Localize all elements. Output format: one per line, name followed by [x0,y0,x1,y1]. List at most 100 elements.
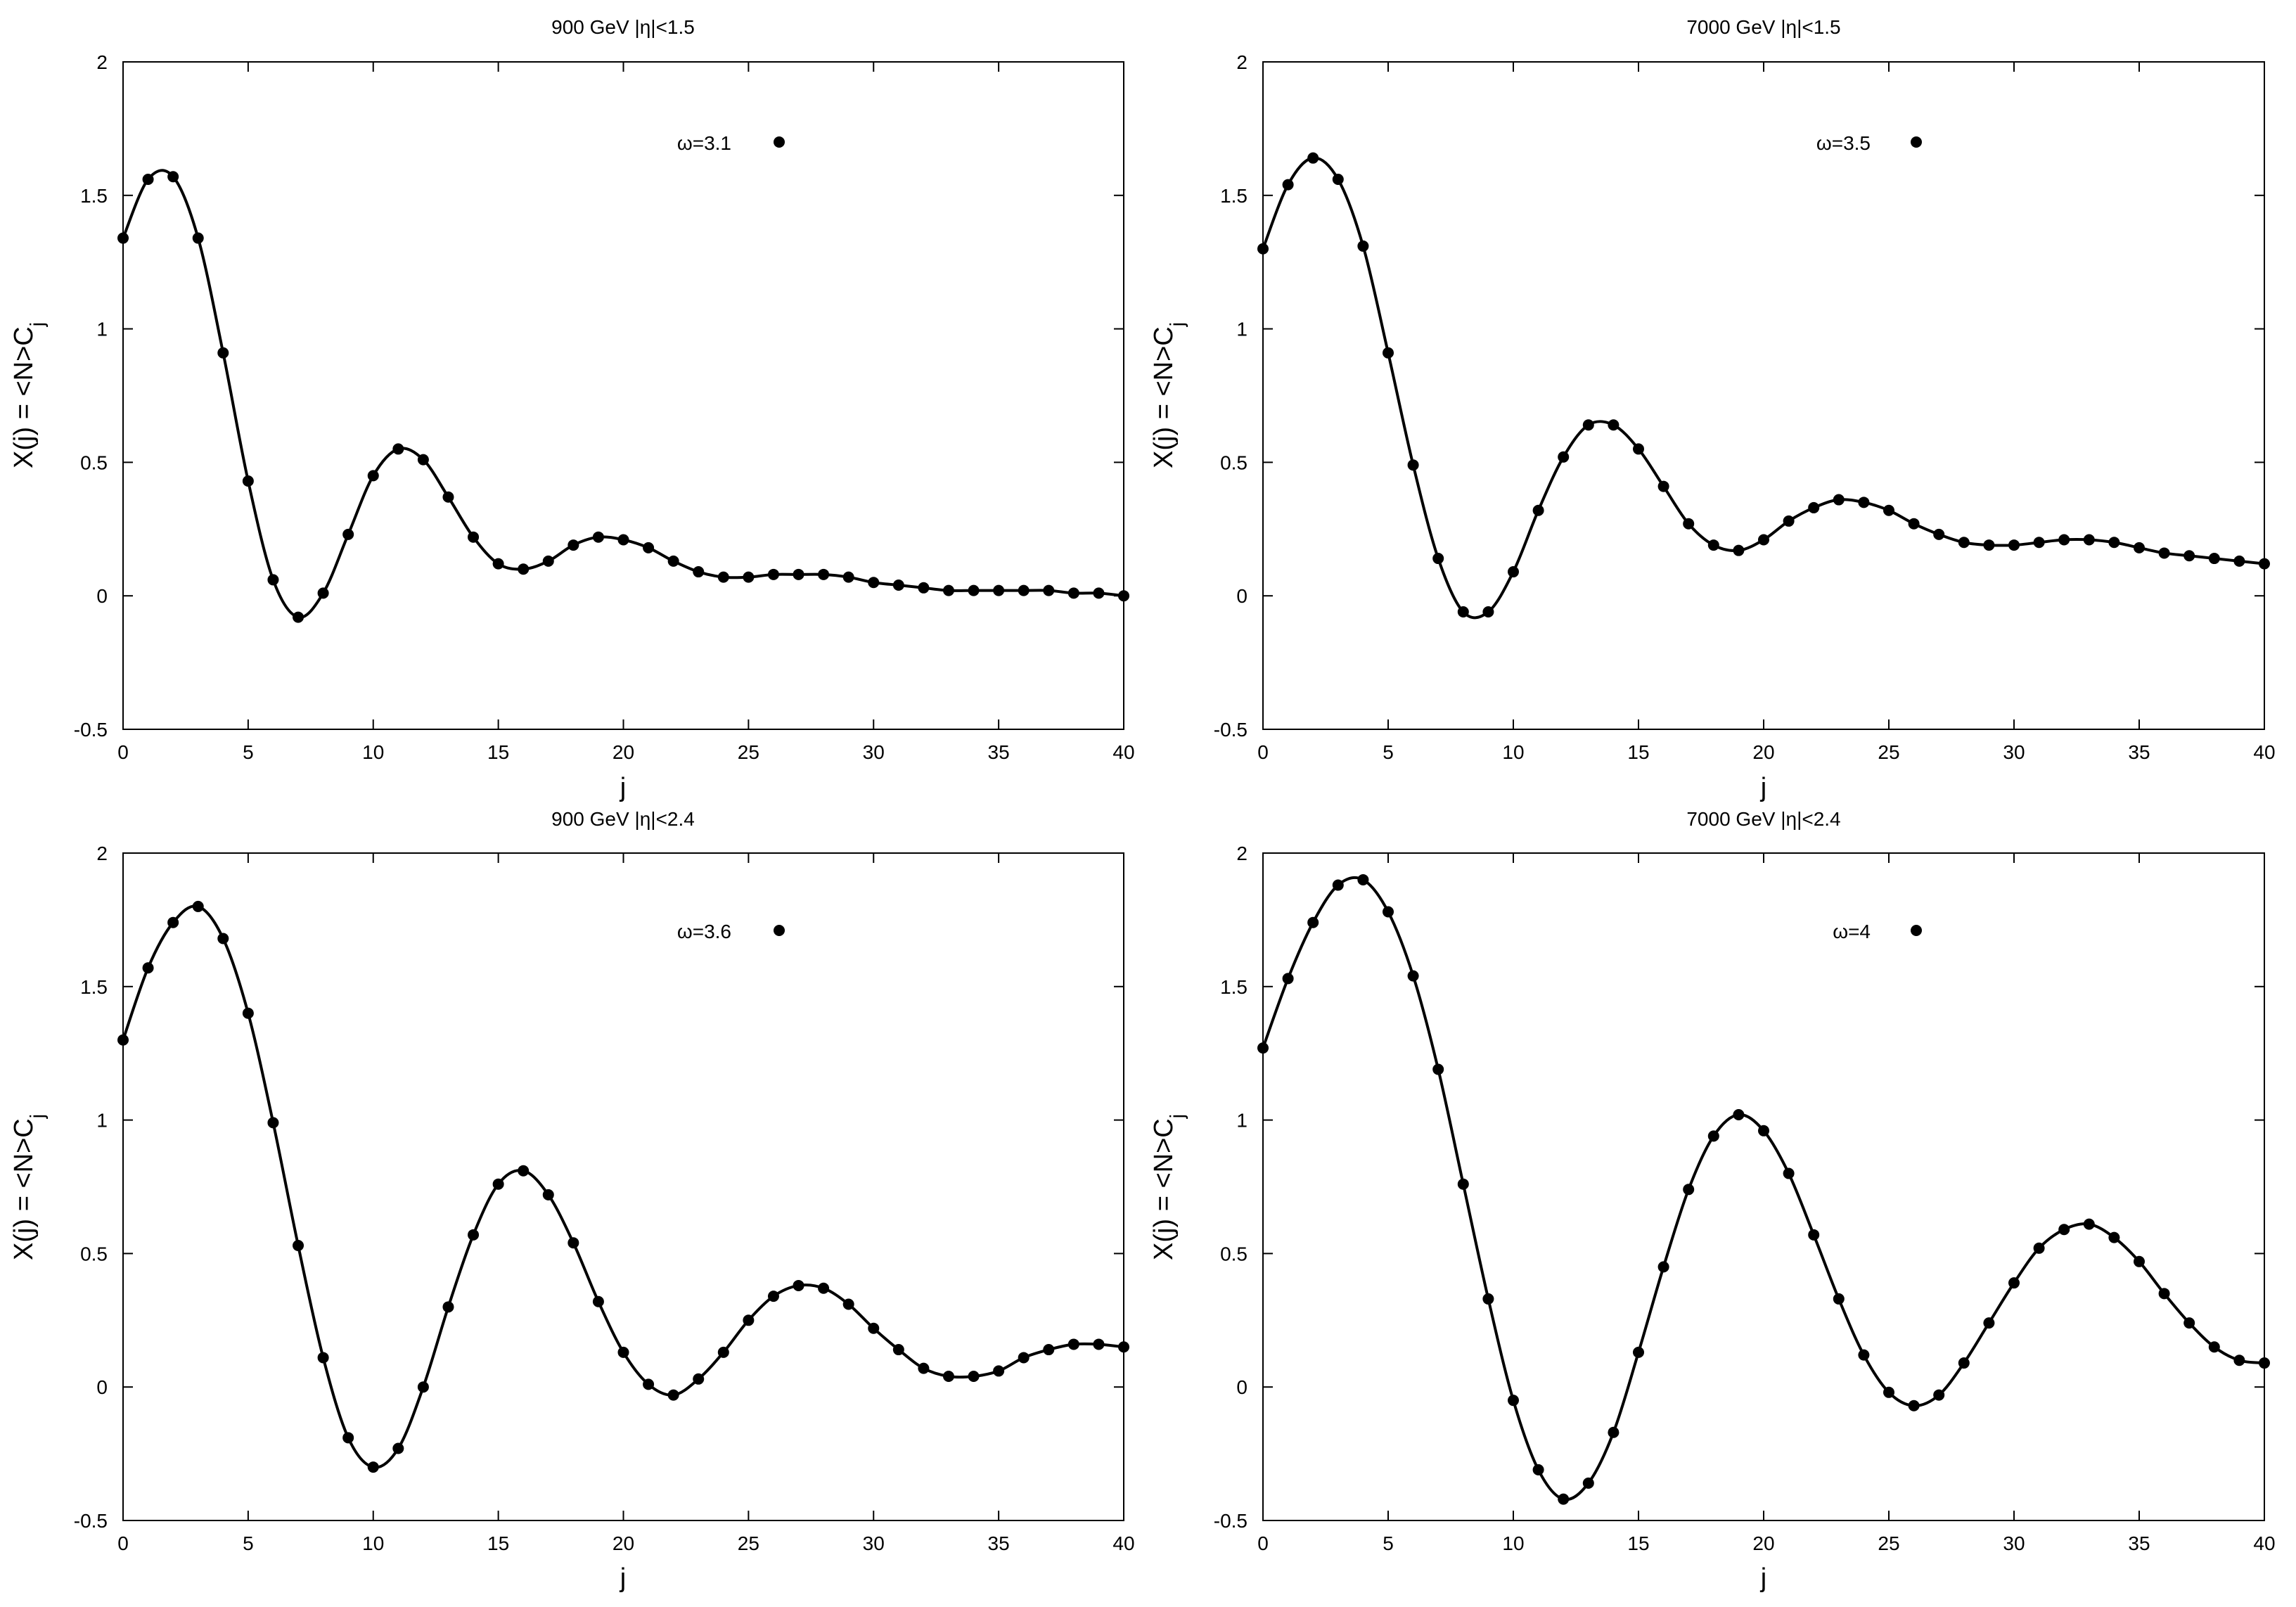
data-point [293,1240,304,1252]
x-tick-label: 10 [362,741,384,763]
data-point [1858,1349,1870,1361]
data-point [117,1034,129,1046]
y-tick-label: 0.5 [1220,1243,1248,1265]
data-point [342,1432,354,1444]
legend-marker [774,925,785,936]
data-point [392,443,404,455]
data-point [192,232,204,244]
data-point [542,1189,554,1201]
data-point [1908,1400,1920,1411]
y-tick-label: 1.5 [1220,976,1248,998]
data-point [2208,1341,2220,1353]
data-point [2134,542,2145,553]
data-point [1908,518,1920,530]
data-point [1532,1464,1544,1475]
data-point [2083,534,2095,546]
y-tick-label: 1 [96,1110,108,1132]
data-point [1332,879,1344,891]
data-point [1432,1063,1444,1075]
data-point [1983,1317,1995,1329]
data-point [1582,1477,1594,1489]
legend-marker [774,136,785,148]
data-point [518,1165,530,1177]
x-tick-label: 0 [117,741,129,763]
data-point [1282,179,1294,191]
data-point [2058,534,2070,546]
data-point [993,584,1005,596]
data-point [1282,973,1294,985]
data-point [1118,590,1129,602]
chart-panel-7000gev-eta-2-4: 7000 GeV |η|<2.4 j X(j) = <N>Cj ω=4 0 5 10… [1149,808,2276,1593]
x-axis-label: j [1760,773,1766,802]
data-point [417,454,429,466]
data-point [2158,1288,2170,1300]
data-point [1257,243,1269,255]
data-point [717,1346,729,1358]
data-point [1357,240,1369,252]
data-point [2008,539,2020,551]
data-point [167,171,179,183]
data-point [1783,1167,1795,1179]
y-axis-label: X(j) = <N>Cj [1149,1114,1188,1260]
data-point [793,568,804,580]
x-tick-label: 20 [1752,741,1774,763]
data-point [693,566,705,578]
data-point [1808,501,1820,513]
y-tick-label: 0 [1236,585,1248,607]
data-point [1783,515,1795,527]
y-axis-label: X(j) = <N>Cj [9,322,48,468]
data-point [868,577,880,589]
chart-title: 7000 GeV |η|<1.5 [1686,16,1840,38]
y-tick-label: 0.5 [80,452,108,473]
data-point [492,1178,504,1190]
data-point [1558,1493,1570,1505]
y-tick-label: 2 [1236,51,1248,73]
data-point [2058,1224,2070,1236]
data-point [267,574,279,586]
data-point [993,1365,1005,1377]
data-point [2233,1355,2245,1366]
data-point [767,1291,779,1302]
x-tick-label: 10 [1502,1532,1524,1554]
data-point [192,900,204,912]
data-point [2108,537,2120,549]
y-tick-label: 0 [96,585,108,607]
data-point [1983,539,1995,551]
data-point [1707,1130,1719,1142]
data-point [868,1322,880,1334]
x-tick-label: 35 [988,741,1010,763]
data-point [492,558,504,570]
data-point [1733,544,1745,556]
series-line [1262,876,2265,1502]
y-tick-label: -0.5 [74,719,108,741]
data-point [968,584,980,596]
data-point [2033,1242,2045,1254]
x-tick-label: 20 [613,1532,634,1554]
data-point [442,1301,454,1313]
chart-panel-900gev-eta-2-4: 900 GeV |η|<2.4 j X(j) = <N>Cj ω=3.6 0 5 1… [9,808,1135,1593]
data-point [417,1381,429,1393]
data-point [1608,419,1620,431]
data-point [1093,1338,1105,1350]
data-point [1883,504,1894,516]
data-point [968,1371,980,1383]
data-point [1958,537,1970,549]
data-point [1633,1346,1644,1358]
data-point [743,1314,755,1326]
data-point [567,1237,579,1249]
y-tick-label: 2 [96,51,108,73]
data-point [2259,1357,2270,1369]
data-point [818,568,830,580]
data-point [1457,606,1469,617]
data-point [1532,504,1544,516]
data-point [842,571,854,583]
y-tick-label: 1 [1236,319,1248,340]
y-tick-label: -0.5 [1214,1510,1248,1532]
x-axis-label: j [620,773,626,802]
data-point [667,1389,679,1401]
y-tick-label: 2 [1236,843,1248,864]
data-point [2158,547,2170,559]
x-tick-label: 0 [1257,741,1269,763]
x-tick-label: 5 [1383,741,1394,763]
x-tick-label: 25 [738,1532,759,1554]
